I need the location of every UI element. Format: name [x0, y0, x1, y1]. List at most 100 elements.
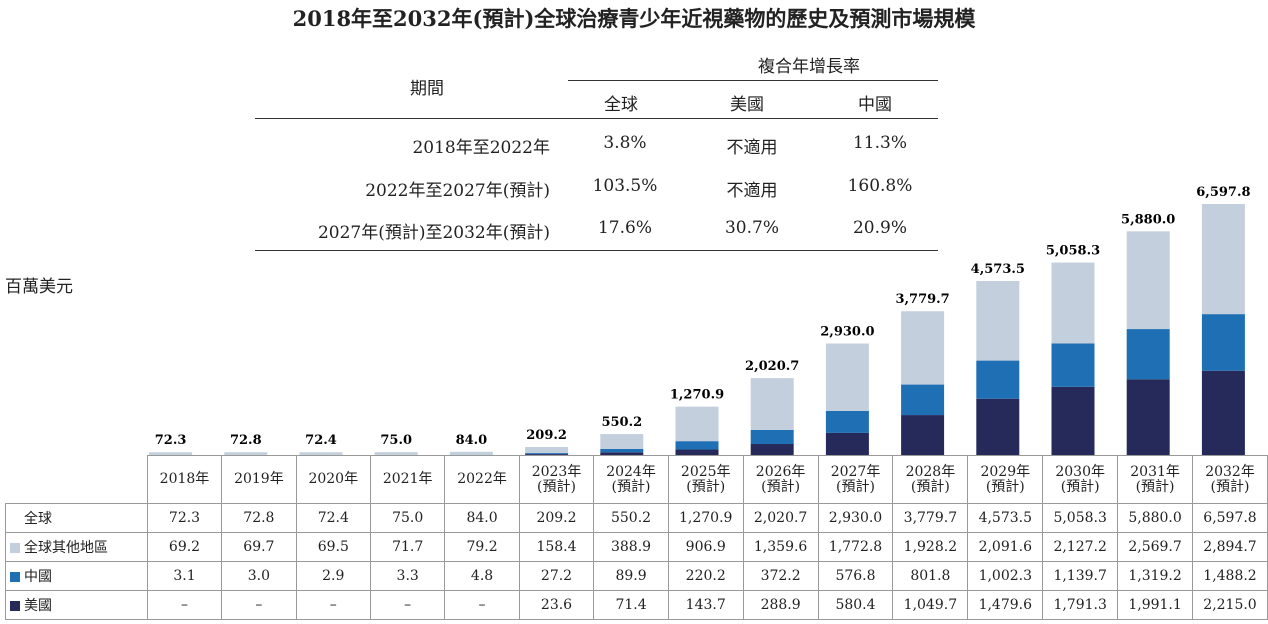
bar-segment [374, 452, 418, 455]
table-cell: 209.2 [518, 503, 595, 533]
bar-segment [1051, 386, 1095, 455]
bar-segment [750, 429, 794, 445]
table-cell: 71.7 [369, 532, 446, 562]
y-unit-label: 百萬美元 [5, 277, 73, 297]
bar-segment [1201, 370, 1245, 455]
category-header: 2032年 (預計) [1192, 455, 1268, 504]
col-global: 全球 [604, 95, 638, 115]
table-row: 美國 – – – – –23.6 71.4 143.7 288.9 580.4 1,049.7 1,4… [5, 590, 1268, 620]
table-cell: 2.9 [295, 561, 371, 591]
table-cell: 1,270.9 [667, 503, 744, 533]
category-header: 2028年 (預計) [892, 455, 969, 504]
table-cell: 2,894.7 [1192, 532, 1268, 562]
bar-segment [449, 451, 493, 455]
table-cell: – [369, 590, 446, 620]
row-label-text: 全球 [24, 511, 52, 527]
bar-segment [525, 447, 569, 454]
table-cell: 1,049.7 [892, 590, 969, 620]
legend-swatch [10, 601, 20, 611]
bar-segment [600, 448, 644, 453]
row-label-text: 全球其他地區 [24, 540, 108, 556]
bar-segment [825, 343, 869, 411]
data-table: 2018年 2019年 2020年 2021年 2022年 2023年 (預計) 2024年(… [5, 455, 1268, 620]
table-row: 全球 72.3 72.8 72.4 75.0 84.0 209.2 550.2 1,270.9 2… [5, 503, 1268, 533]
table-cell: 1,359.6 [742, 532, 819, 562]
table-cell: 906.9 [667, 532, 744, 562]
table-cell: 72.8 [221, 503, 297, 533]
bar-segment [1126, 379, 1170, 455]
table-cell: 1,928.2 [892, 532, 969, 562]
table-cell: 69.2 [146, 532, 223, 562]
legend-swatch [10, 543, 20, 553]
divider [255, 250, 938, 251]
table-cell: 1,772.8 [817, 532, 894, 562]
bar-segment [976, 398, 1020, 455]
table-cell: 2,569.7 [1117, 532, 1194, 562]
category-header: 2027年 (預計) [817, 455, 894, 504]
cagr-value: 160.8% [847, 176, 913, 196]
bar-segment [976, 360, 1020, 399]
total-label: 72.4 [305, 433, 337, 448]
category-header: 2030年 (預計) [1042, 455, 1119, 504]
total-label: 72.8 [230, 433, 262, 448]
table-cell: 89.9 [593, 561, 669, 591]
table-cell: 3.0 [221, 561, 297, 591]
total-label: 5,880.0 [1121, 212, 1175, 227]
cagr-value: 3.8% [603, 133, 647, 153]
divider [568, 80, 938, 81]
cagr-value: 不適用 [726, 181, 778, 201]
cagr-period: 2027年(預計)至2032年(預計) [317, 223, 550, 243]
table-cell: 288.9 [742, 590, 819, 620]
table-cell: 580.4 [817, 590, 894, 620]
legend-swatch [10, 572, 20, 582]
bar-segment [675, 449, 719, 455]
total-label: 75.0 [380, 433, 412, 448]
table-cell: 5,880.0 [1117, 503, 1194, 533]
bar-segment [901, 311, 945, 385]
table-cell: 143.7 [667, 590, 744, 620]
total-label: 5,058.3 [1046, 244, 1100, 259]
table-cell: 2,091.6 [967, 532, 1044, 562]
category-header: 2024年 (預計) [593, 455, 669, 504]
row-label: 中國 [5, 561, 148, 591]
period-header: 期間 [410, 79, 444, 99]
total-label: 550.2 [601, 415, 642, 430]
category-header: 2029年 (預計) [967, 455, 1044, 504]
table-row: 全球其他地區 69.2 69.7 69.5 71.7 79.2 158.4 388.9 906.… [5, 532, 1268, 562]
bar-segment [825, 410, 869, 433]
table-cell: 158.4 [518, 532, 595, 562]
total-label: 4,573.5 [971, 262, 1025, 277]
table-cell: 3.1 [146, 561, 223, 591]
category-header: 2019年 [221, 455, 297, 504]
table-cell: 3,779.7 [892, 503, 969, 533]
category-header: 2020年 [295, 455, 371, 504]
bar-segment [675, 441, 719, 450]
cagr-value: 不適用 [726, 138, 778, 158]
row-label: 美國 [5, 590, 148, 620]
bar-segment [1126, 231, 1170, 330]
table-cell: 1,319.2 [1117, 561, 1194, 591]
cagr-value: 103.5% [592, 176, 658, 196]
cagr-header: 複合年增長率 [758, 57, 860, 77]
table-cell: – [146, 590, 223, 620]
category-header: 2031年 (預計) [1117, 455, 1194, 504]
divider [255, 118, 938, 119]
corner-cell [5, 455, 148, 504]
bar-segment [825, 432, 869, 455]
category-header: 2018年 [146, 455, 223, 504]
table-cell: 220.2 [667, 561, 744, 591]
category-header: 2022年 [444, 455, 520, 504]
table-cell: 1,488.2 [1192, 561, 1268, 591]
bar-segment [1201, 314, 1245, 371]
table-cell: 372.2 [742, 561, 819, 591]
col-china: 中國 [858, 95, 892, 115]
table-cell: 2,020.7 [742, 503, 819, 533]
table-cell: 5,058.3 [1042, 503, 1119, 533]
table-cell: 4,573.5 [967, 503, 1044, 533]
table-cell: 75.0 [369, 503, 446, 533]
table-cell: 388.9 [593, 532, 669, 562]
bar-segment [600, 434, 644, 449]
table-row: 中國 3.1 3.0 2.9 3.3 4.8 27.2 89.9 220.2 372.2 576.8… [5, 561, 1268, 591]
total-label: 3,779.7 [895, 292, 949, 307]
